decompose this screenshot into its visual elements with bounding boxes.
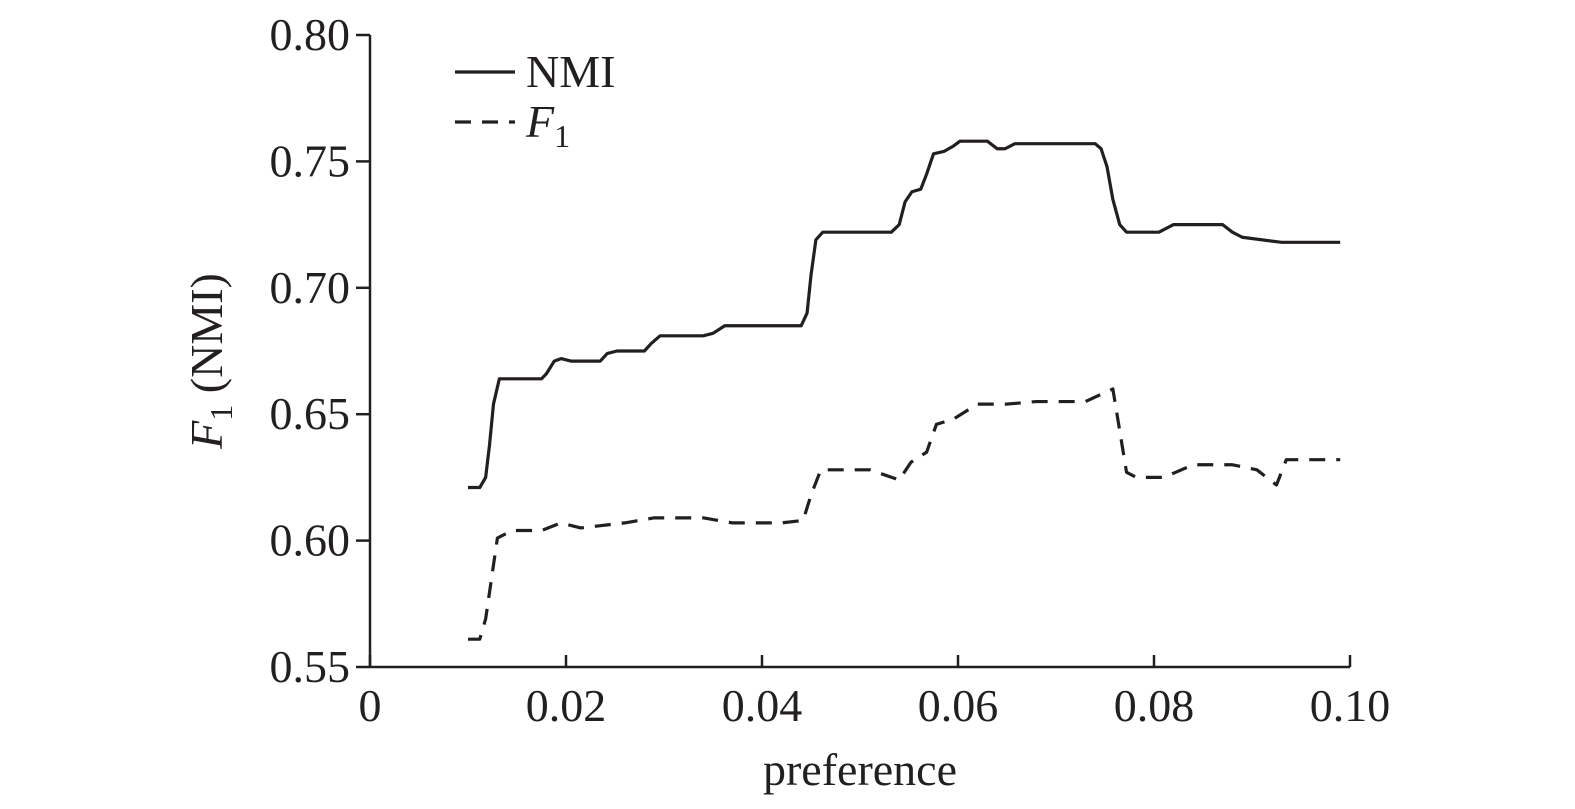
x-tick-label: 0.10 — [1310, 680, 1391, 731]
x-tick-label: 0 — [359, 680, 382, 731]
series-group — [468, 139, 1341, 641]
legend-label-main: NMI — [526, 46, 615, 97]
series-line-nmi — [468, 139, 1341, 490]
y-tick-label: 0.70 — [270, 262, 351, 313]
axes — [368, 35, 1350, 669]
y-tick-label: 0.55 — [270, 641, 351, 692]
series-line-f1 — [468, 387, 1341, 641]
y-ticks: 0.55 0.60 0.65 0.70 0.75 0.80 — [270, 9, 370, 692]
y-tick-label: 0.60 — [270, 515, 351, 566]
y-axis-label: F1 (NMI) — [181, 273, 239, 450]
x-ticks: 0 0.02 0.04 0.06 0.08 0.10 — [359, 655, 1391, 731]
y-axis-label-main: F — [181, 420, 232, 450]
x-tick-label: 0.02 — [526, 680, 607, 731]
y-axis-label-rest: (NMI) — [181, 273, 232, 405]
x-tick-label: 0.06 — [918, 680, 999, 731]
x-axis-label: preference — [763, 744, 957, 795]
y-tick-label: 0.65 — [270, 388, 351, 439]
legend-label-sub: 1 — [554, 118, 570, 154]
legend-label-f1: F1 — [525, 96, 570, 154]
x-tick-label: 0.08 — [1114, 680, 1195, 731]
y-tick-label: 0.80 — [270, 9, 351, 60]
x-tick-label: 0.04 — [722, 680, 803, 731]
y-axis-label-sub: 1 — [203, 405, 239, 421]
legend-label-main: F — [525, 96, 555, 147]
y-tick-label: 0.75 — [270, 135, 351, 186]
legend-label-nmi: NMI — [526, 46, 615, 97]
